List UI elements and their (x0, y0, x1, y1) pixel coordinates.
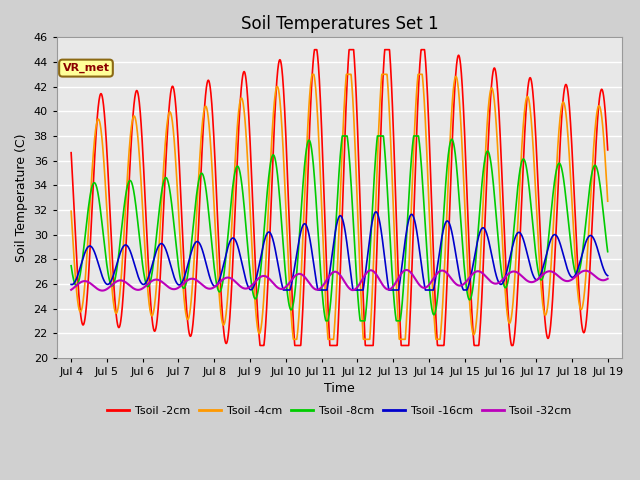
Y-axis label: Soil Temperature (C): Soil Temperature (C) (15, 133, 28, 262)
Legend: Tsoil -2cm, Tsoil -4cm, Tsoil -8cm, Tsoil -16cm, Tsoil -32cm: Tsoil -2cm, Tsoil -4cm, Tsoil -8cm, Tsoi… (102, 402, 576, 420)
Text: VR_met: VR_met (63, 63, 109, 73)
X-axis label: Time: Time (324, 383, 355, 396)
Title: Soil Temperatures Set 1: Soil Temperatures Set 1 (241, 15, 438, 33)
